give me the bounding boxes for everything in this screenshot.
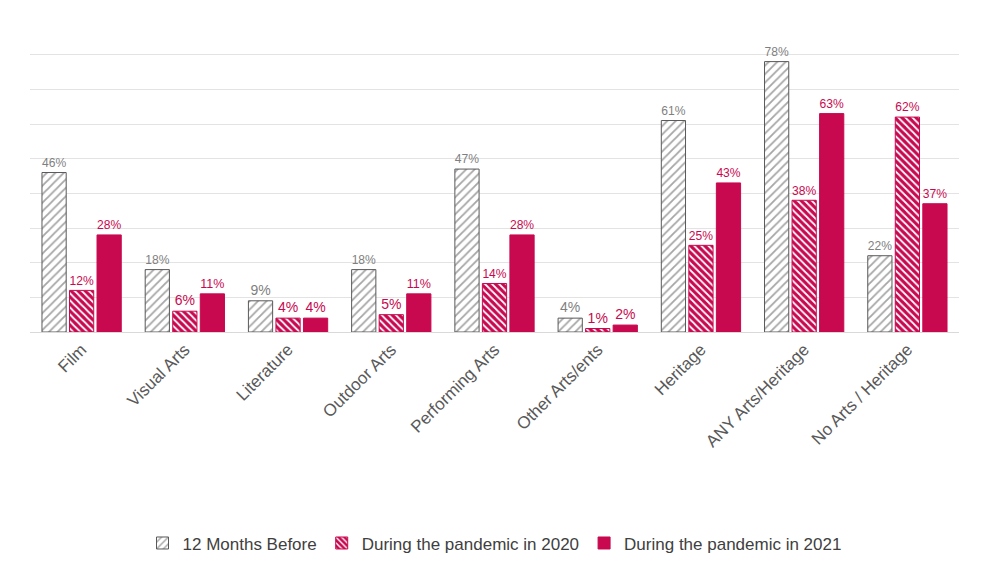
svg-text:2%: 2% bbox=[615, 306, 635, 322]
svg-text:4%: 4% bbox=[305, 299, 325, 315]
svg-text:ANY Arts/Heritage: ANY Arts/Heritage bbox=[702, 340, 813, 451]
svg-text:12%: 12% bbox=[70, 274, 94, 288]
svg-text:Film: Film bbox=[54, 340, 90, 376]
svg-text:6%: 6% bbox=[175, 292, 195, 308]
svg-text:61%: 61% bbox=[661, 104, 685, 118]
svg-text:4%: 4% bbox=[278, 299, 298, 315]
svg-text:47%: 47% bbox=[455, 152, 479, 166]
svg-text:63%: 63% bbox=[820, 97, 844, 111]
svg-text:46%: 46% bbox=[42, 156, 66, 170]
svg-text:Other Arts/ents: Other Arts/ents bbox=[513, 340, 607, 434]
svg-text:11%: 11% bbox=[200, 277, 224, 291]
svg-text:43%: 43% bbox=[716, 166, 740, 180]
svg-text:Outdoor Arts: Outdoor Arts bbox=[319, 340, 400, 421]
svg-text:Performing Arts: Performing Arts bbox=[407, 340, 503, 436]
svg-text:During the pandemic in 2021: During the pandemic in 2021 bbox=[624, 535, 841, 554]
svg-text:14%: 14% bbox=[482, 267, 506, 281]
svg-text:37%: 37% bbox=[923, 187, 947, 201]
svg-text:38%: 38% bbox=[792, 184, 816, 198]
svg-text:11%: 11% bbox=[407, 277, 431, 291]
svg-text:12 Months Before: 12 Months Before bbox=[183, 535, 317, 554]
svg-text:18%: 18% bbox=[145, 253, 169, 267]
svg-text:Visual Arts: Visual Arts bbox=[124, 340, 194, 410]
svg-text:4%: 4% bbox=[560, 299, 580, 315]
svg-text:During the pandemic in 2020: During the pandemic in 2020 bbox=[362, 535, 579, 554]
svg-text:28%: 28% bbox=[97, 218, 121, 232]
svg-text:22%: 22% bbox=[868, 239, 892, 253]
svg-text:Literature: Literature bbox=[233, 340, 297, 404]
svg-text:78%: 78% bbox=[765, 45, 789, 59]
svg-text:9%: 9% bbox=[250, 282, 270, 298]
svg-text:28%: 28% bbox=[510, 218, 534, 232]
svg-text:18%: 18% bbox=[352, 253, 376, 267]
svg-text:Heritage: Heritage bbox=[651, 340, 710, 399]
svg-text:62%: 62% bbox=[895, 100, 919, 114]
svg-text:25%: 25% bbox=[689, 229, 713, 243]
svg-text:5%: 5% bbox=[381, 296, 401, 312]
svg-text:No Arts / Heritage: No Arts / Heritage bbox=[808, 340, 916, 448]
svg-text:1%: 1% bbox=[588, 310, 608, 326]
